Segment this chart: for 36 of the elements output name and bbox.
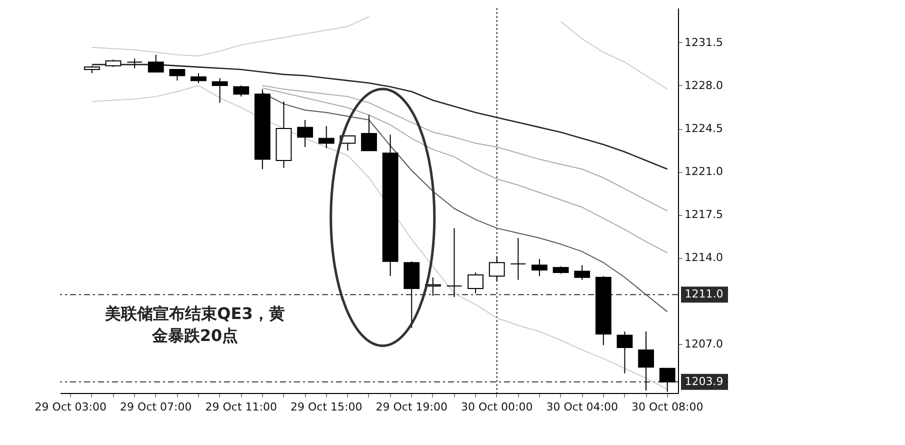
candlestick bbox=[510, 238, 526, 280]
candlestick bbox=[126, 58, 143, 69]
x-tick-label: 29 Oct 07:00 bbox=[120, 400, 192, 414]
y-tick-label: 1224.5 bbox=[684, 122, 723, 136]
candlestick bbox=[574, 264, 590, 280]
y-tick-label: 1231.5 bbox=[684, 36, 723, 49]
annotation: 美联储宣布结束QE3，黄金暴跌20点 bbox=[104, 303, 286, 347]
candlestick bbox=[297, 119, 314, 148]
candlestick bbox=[532, 258, 548, 277]
x-tick-label: 29 Oct 15:00 bbox=[290, 400, 362, 414]
ref-line-label: 1203.9 bbox=[684, 374, 724, 388]
x-tick-label: 30 Oct 08:00 bbox=[631, 400, 704, 414]
candlestick bbox=[148, 54, 164, 72]
x-tick-label: 30 Oct 00:00 bbox=[461, 400, 533, 414]
x-tick-label: 29 Oct 19:00 bbox=[376, 400, 448, 414]
x-tick-label: 29 Oct 11:00 bbox=[205, 400, 277, 414]
y-tick-label: 1207.0 bbox=[684, 337, 723, 350]
candlestick bbox=[318, 126, 334, 149]
y-tick-label: 1214.0 bbox=[684, 251, 723, 264]
y-tick-label: 1228.0 bbox=[684, 78, 723, 92]
candlestick bbox=[190, 72, 206, 84]
line-series bbox=[91, 84, 668, 390]
candlestick bbox=[233, 84, 250, 98]
candlestick bbox=[488, 256, 505, 282]
x-tick-label: 30 Oct 04:00 bbox=[546, 400, 618, 414]
candlestick bbox=[212, 78, 228, 104]
x-tick-label: 29 Oct 03:00 bbox=[34, 400, 107, 414]
candlestick bbox=[468, 272, 484, 294]
y-tick-label: 1217.5 bbox=[684, 208, 723, 222]
ref-line-label: 1211.0 bbox=[684, 288, 724, 301]
candlestick bbox=[361, 114, 377, 152]
y-tick-label: 1221.0 bbox=[684, 165, 723, 178]
candlestick bbox=[169, 69, 186, 82]
candlestick bbox=[638, 331, 654, 392]
candlestick bbox=[616, 331, 633, 374]
candlestick bbox=[446, 228, 462, 298]
